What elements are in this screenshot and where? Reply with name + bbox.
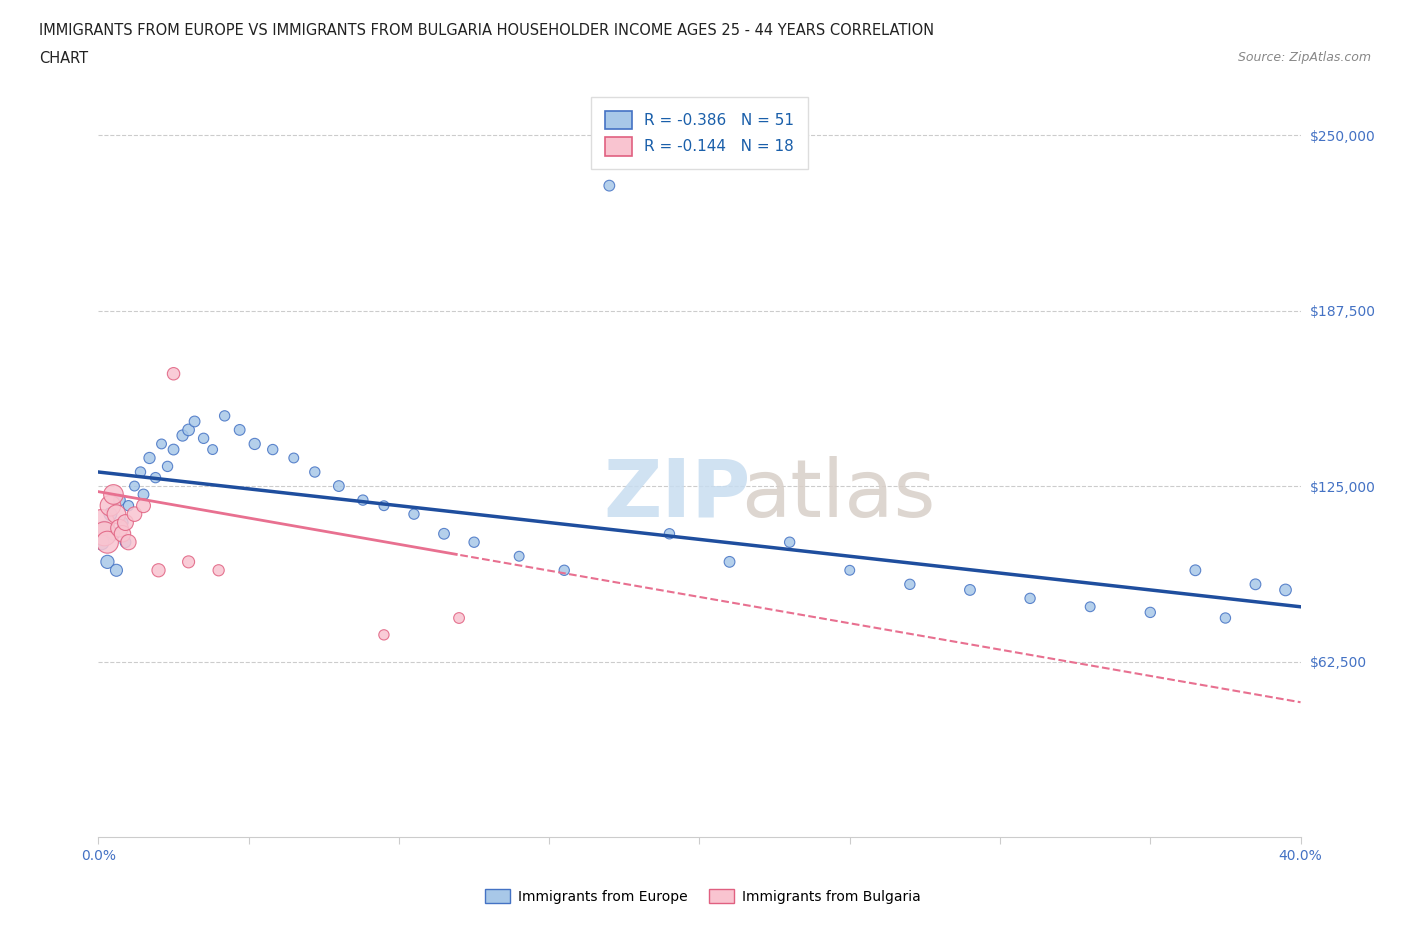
Point — [93, 526, 115, 541]
Point — [447, 611, 470, 626]
Point — [373, 628, 395, 643]
Point — [100, 498, 122, 513]
Point — [145, 471, 167, 485]
Point — [262, 442, 284, 457]
Point — [114, 515, 136, 530]
Point — [283, 450, 305, 465]
Point — [162, 442, 184, 457]
Point — [304, 465, 326, 480]
Point — [183, 414, 205, 429]
Point — [1078, 599, 1101, 614]
Point — [124, 479, 146, 494]
Point — [132, 498, 155, 513]
Point — [243, 436, 266, 451]
Point — [172, 428, 194, 443]
Point — [117, 535, 139, 550]
Point — [373, 498, 395, 513]
Point — [96, 554, 118, 569]
Point — [1019, 591, 1042, 605]
Text: CHART: CHART — [39, 51, 89, 66]
Point — [111, 526, 134, 541]
Text: IMMIGRANTS FROM EUROPE VS IMMIGRANTS FROM BULGARIA HOUSEHOLDER INCOME AGES 25 - : IMMIGRANTS FROM EUROPE VS IMMIGRANTS FRO… — [39, 23, 935, 38]
Point — [148, 563, 170, 578]
Point — [1274, 582, 1296, 597]
Point — [103, 526, 125, 541]
Legend: R = -0.386   N = 51, R = -0.144   N = 18: R = -0.386 N = 51, R = -0.144 N = 18 — [591, 97, 808, 169]
Point — [208, 563, 231, 578]
Point — [214, 408, 236, 423]
Point — [1139, 604, 1161, 619]
Point — [658, 526, 681, 541]
Point — [463, 535, 485, 550]
Point — [90, 515, 112, 530]
Point — [103, 487, 125, 502]
Point — [553, 563, 575, 578]
Point — [508, 549, 530, 564]
Point — [90, 535, 112, 550]
Point — [132, 487, 155, 502]
Point — [124, 507, 146, 522]
Point — [129, 465, 152, 480]
Point — [228, 422, 250, 437]
Point — [433, 526, 456, 541]
Point — [1244, 577, 1267, 591]
Point — [105, 507, 128, 522]
Point — [100, 507, 122, 522]
Point — [328, 479, 350, 494]
Point — [108, 521, 131, 536]
Point — [598, 179, 620, 193]
Text: ZIP: ZIP — [603, 456, 751, 534]
Point — [838, 563, 860, 578]
Y-axis label: Householder Income Ages 25 - 44 years: Householder Income Ages 25 - 44 years — [0, 332, 7, 598]
Point — [402, 507, 425, 522]
Point — [959, 582, 981, 597]
Legend: Immigrants from Europe, Immigrants from Bulgaria: Immigrants from Europe, Immigrants from … — [479, 884, 927, 910]
Point — [201, 442, 224, 457]
Point — [177, 422, 200, 437]
Point — [117, 498, 139, 513]
Point — [177, 554, 200, 569]
Point — [1215, 611, 1237, 626]
Point — [105, 563, 128, 578]
Point — [93, 521, 115, 536]
Text: Source: ZipAtlas.com: Source: ZipAtlas.com — [1237, 51, 1371, 64]
Point — [108, 493, 131, 508]
Point — [193, 431, 215, 445]
Point — [138, 450, 160, 465]
Point — [779, 535, 801, 550]
Point — [1184, 563, 1206, 578]
Point — [96, 535, 118, 550]
Point — [111, 515, 134, 530]
Point — [114, 535, 136, 550]
Point — [156, 459, 179, 474]
Text: atlas: atlas — [741, 456, 936, 534]
Point — [898, 577, 921, 591]
Point — [150, 436, 173, 451]
Point — [718, 554, 741, 569]
Point — [352, 493, 374, 508]
Point — [162, 366, 184, 381]
